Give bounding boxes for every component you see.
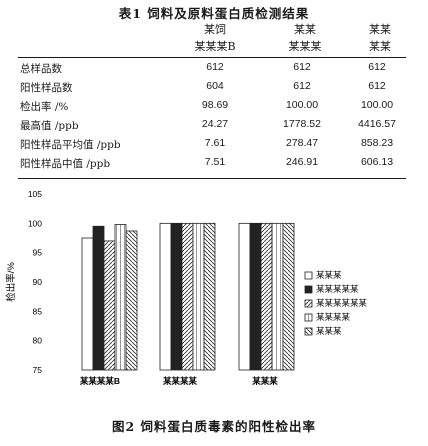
bar bbox=[114, 224, 127, 371]
table-cell: 100.00 bbox=[360, 99, 394, 111]
column-header-2-line1: 某某 bbox=[294, 23, 316, 36]
legend-entry: 某某某某某某 bbox=[316, 298, 368, 308]
table-cell: 278.47 bbox=[285, 137, 319, 149]
bar bbox=[271, 222, 284, 371]
bar bbox=[192, 222, 205, 371]
legend-swatch bbox=[304, 299, 313, 308]
y-tick-label: 105 bbox=[28, 189, 42, 199]
column-header-2: 某某 某某某 bbox=[265, 21, 345, 55]
table-row-label: 检出率 /% bbox=[20, 101, 69, 113]
table-cell: 98.69 bbox=[201, 99, 229, 111]
table-cell: 7.51 bbox=[204, 156, 226, 168]
legend-entry: 某某某 bbox=[316, 270, 342, 280]
table-bottom-rule bbox=[18, 178, 406, 179]
legend-swatch bbox=[304, 285, 313, 294]
table-cell: 100.00 bbox=[285, 99, 319, 111]
table-caption: 表1 饲料及原料蛋白质检测结果 bbox=[118, 6, 310, 21]
y-tick-label: 100 bbox=[28, 218, 42, 228]
y-axis-label: 检出率/% bbox=[5, 262, 17, 302]
bar bbox=[81, 237, 94, 371]
table-row-label: 阳性样品平均值 /ppb bbox=[20, 139, 121, 151]
table-cell: 612 bbox=[293, 80, 311, 92]
table-cell: 858.23 bbox=[360, 137, 394, 149]
y-tick-label: 75 bbox=[33, 365, 43, 375]
table-cell: 612 bbox=[368, 61, 386, 73]
table-cell: 604 bbox=[206, 80, 224, 92]
table-cell: 4416.57 bbox=[358, 118, 396, 130]
bar bbox=[238, 222, 251, 371]
legend-swatch bbox=[304, 327, 313, 336]
table-cell: 1778.52 bbox=[283, 118, 321, 130]
y-tick-label: 85 bbox=[33, 306, 43, 316]
bar bbox=[260, 222, 273, 371]
table-row-label: 最高值 /ppb bbox=[20, 120, 79, 132]
table-row-label: 总样品数 bbox=[20, 63, 62, 75]
legend-swatch bbox=[304, 271, 313, 280]
column-header-3: 某某 某某 bbox=[340, 21, 420, 55]
bar bbox=[125, 230, 138, 371]
column-header-1-line2: 某某某B bbox=[194, 40, 236, 53]
legend-entry: 某某某 bbox=[316, 326, 342, 336]
column-header-2-line2: 某某某 bbox=[288, 40, 322, 53]
table-cell: 246.91 bbox=[285, 156, 319, 168]
table-cell: 612 bbox=[368, 80, 386, 92]
x-category-label: 某某某 bbox=[252, 376, 278, 386]
legend-entry: 某某某某 bbox=[316, 312, 351, 322]
table-row-label: 阳性样品中值 /ppb bbox=[20, 158, 111, 170]
bar bbox=[159, 222, 172, 371]
y-tick-label: 95 bbox=[33, 248, 43, 258]
y-tick-label: 90 bbox=[33, 277, 43, 287]
column-header-3-line2: 某某 bbox=[369, 40, 391, 53]
bar bbox=[181, 222, 194, 371]
column-header-3-line1: 某某 bbox=[369, 23, 391, 36]
legend-swatch bbox=[304, 313, 313, 322]
bar bbox=[170, 222, 183, 371]
x-category-label: 某某某某 bbox=[163, 376, 198, 386]
figure-caption: 图2 饲料蛋白质毒素的阳性检出率 bbox=[111, 419, 317, 434]
table-row-label: 阳性样品数 bbox=[20, 82, 73, 94]
bar bbox=[249, 222, 262, 371]
bar bbox=[103, 240, 116, 371]
table-cell: 24.27 bbox=[201, 118, 229, 130]
bar bbox=[92, 225, 105, 371]
table-cell: 7.61 bbox=[204, 137, 226, 149]
x-category-label: 某某某某B bbox=[80, 376, 120, 386]
legend-entry: 某某某某某 bbox=[316, 284, 359, 294]
column-header-1-line1: 某饲 bbox=[204, 23, 226, 36]
column-header-1: 某饲 某某某B bbox=[175, 21, 255, 55]
table-header-rule bbox=[18, 57, 406, 58]
bar bbox=[203, 222, 216, 371]
table-cell: 612 bbox=[206, 61, 224, 73]
table-cell: 612 bbox=[293, 61, 311, 73]
y-tick-label: 80 bbox=[33, 336, 43, 346]
table-cell: 606.13 bbox=[360, 156, 394, 168]
bar bbox=[282, 222, 295, 371]
